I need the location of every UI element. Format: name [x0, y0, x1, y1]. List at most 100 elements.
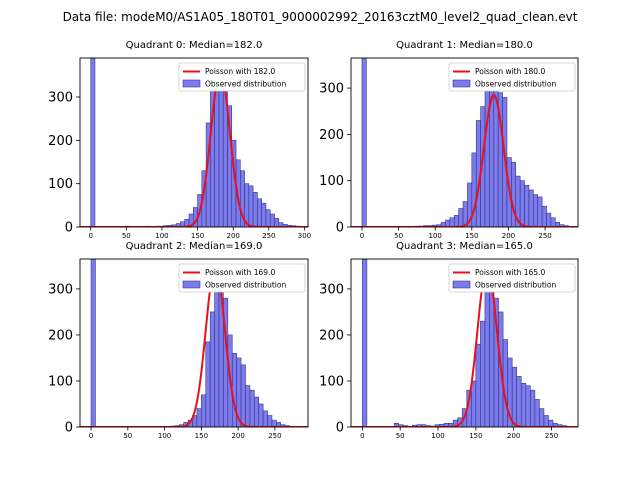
histogram-bar — [231, 353, 237, 427]
y-tick-label: 0 — [65, 221, 73, 236]
histogram-bar — [258, 403, 264, 427]
quadrant-3-panel: 0 100 200 300 0 50 100 150 200 250 Quadrant 3: Med… — [319, 241, 579, 440]
x-tick-label: 250 — [268, 432, 281, 440]
histogram-bar — [480, 320, 486, 427]
x-tick-label: 100 — [155, 232, 168, 240]
quadrant-0-panel: 0 100 200 300 0 50 100 150 200 250 300 Quadrant 0: … — [48, 40, 311, 240]
poisson-fit-line — [351, 93, 578, 227]
histogram-bar — [362, 259, 368, 427]
histogram-bar — [254, 396, 259, 427]
histogram-bar — [511, 161, 517, 227]
x-tick-label: 250 — [538, 232, 551, 240]
x-tick-label: 150 — [191, 232, 204, 240]
y-tick-label: 0 — [65, 421, 73, 436]
x-tick-label: 250 — [262, 232, 275, 240]
quadrant-2-panel: 0 100 200 300 0 50 100 150 200 250 Quadrant 2: Med… — [48, 241, 309, 440]
poisson-fit-line — [80, 265, 308, 427]
histogram-bar — [361, 58, 367, 227]
histogram-bar — [548, 419, 554, 427]
histogram-bar — [524, 185, 530, 227]
legend-fit-label: Poisson with 180.0 — [475, 67, 545, 76]
histogram-bar — [276, 422, 282, 427]
quadrant-title: Quadrant 2: Median=169.0 — [126, 241, 263, 252]
y-tick-label: 0 — [336, 421, 344, 436]
x-tick-label: 0 — [89, 432, 93, 440]
y-tick-label: 200 — [319, 128, 344, 143]
x-tick-label: 50 — [394, 232, 403, 240]
legend-fit-label: Poisson with 165.0 — [475, 268, 545, 277]
x-tick-label: 200 — [227, 232, 240, 240]
quadrant-title: Quadrant 1: Median=180.0 — [396, 40, 533, 51]
legend-observed-swatch — [452, 280, 471, 289]
legend-fit-label: Poisson with 182.0 — [205, 67, 275, 76]
legend: Poisson with 180.0 Observed distribution — [448, 62, 576, 92]
figure-suptitle: Data file: modeM0/AS1A05_180T01_90000029… — [63, 10, 578, 24]
axes-frame — [79, 57, 309, 228]
histogram-bar — [245, 385, 251, 427]
histogram-bar — [537, 196, 543, 227]
x-tick-label: 0 — [360, 232, 364, 240]
x-tick-label: 200 — [502, 232, 515, 240]
y-tick-label: 200 — [48, 328, 73, 343]
quadrant-title: Quadrant 3: Median=165.0 — [396, 241, 533, 252]
x-tick-label: 150 — [465, 232, 478, 240]
histogram-bar — [209, 311, 215, 427]
x-tick-label: 200 — [507, 432, 520, 440]
histogram-bar — [271, 419, 277, 427]
histogram-bar — [530, 389, 536, 427]
histogram-bar — [214, 77, 220, 227]
x-tick-label: 0 — [360, 432, 364, 440]
poisson-fit-line — [351, 265, 578, 427]
x-tick-label: 100 — [158, 432, 171, 440]
y-tick-label: 300 — [319, 282, 344, 297]
histogram-bar — [445, 219, 451, 227]
y-tick-label: 0 — [336, 221, 344, 236]
x-tick-label: 100 — [429, 232, 442, 240]
histogram-bar — [519, 180, 525, 227]
y-tick-label: 200 — [48, 134, 73, 149]
histogram-bar — [205, 341, 211, 427]
histogram-bar — [440, 222, 446, 227]
histogram-bar — [261, 202, 267, 227]
x-tick-label: 250 — [545, 432, 558, 440]
x-tick-label: 300 — [298, 232, 311, 240]
histogram-bar — [555, 222, 560, 227]
legend-frame — [178, 62, 306, 92]
quadrant-title: Quadrant 0: Median=182.0 — [126, 40, 263, 51]
histogram-bar — [201, 394, 207, 427]
histogram-bar — [525, 385, 531, 427]
legend-observed-swatch — [452, 79, 471, 88]
y-tick-label: 100 — [319, 374, 344, 389]
axes-frame — [79, 258, 309, 428]
histogram-bar — [248, 185, 254, 227]
histogram-bar — [484, 69, 490, 227]
axes-frame — [350, 57, 579, 228]
histogram-bar — [471, 152, 477, 227]
axes-frame — [350, 258, 579, 428]
histogram-bar — [452, 419, 458, 427]
poisson-fit-line — [80, 70, 308, 227]
histogram-bar — [533, 194, 539, 227]
histogram-bar — [196, 408, 202, 427]
quadrant-1-panel: 0 100 200 300 0 50 100 150 200 250 Quadrant 1: Med… — [319, 40, 579, 240]
x-tick-label: 200 — [231, 432, 244, 440]
x-tick-label: 50 — [396, 432, 405, 440]
y-tick-label: 100 — [319, 174, 344, 189]
histogram-bar — [539, 408, 545, 427]
legend-observed-swatch — [182, 79, 201, 88]
y-tick-label: 100 — [48, 177, 73, 192]
histogram-bar — [257, 198, 262, 227]
histogram-bar — [180, 221, 186, 227]
histogram-bar — [214, 270, 220, 427]
y-tick-label: 300 — [48, 91, 73, 106]
x-tick-label: 150 — [469, 432, 482, 440]
y-tick-label: 200 — [319, 328, 344, 343]
histogram-bar — [184, 218, 190, 227]
histogram-bar — [90, 259, 96, 427]
legend: Poisson with 182.0 Observed distribution — [178, 62, 306, 92]
histogram-bar — [240, 364, 246, 427]
legend-frame — [448, 263, 576, 293]
histogram-bar — [520, 382, 527, 427]
x-tick-label: 50 — [122, 232, 131, 240]
